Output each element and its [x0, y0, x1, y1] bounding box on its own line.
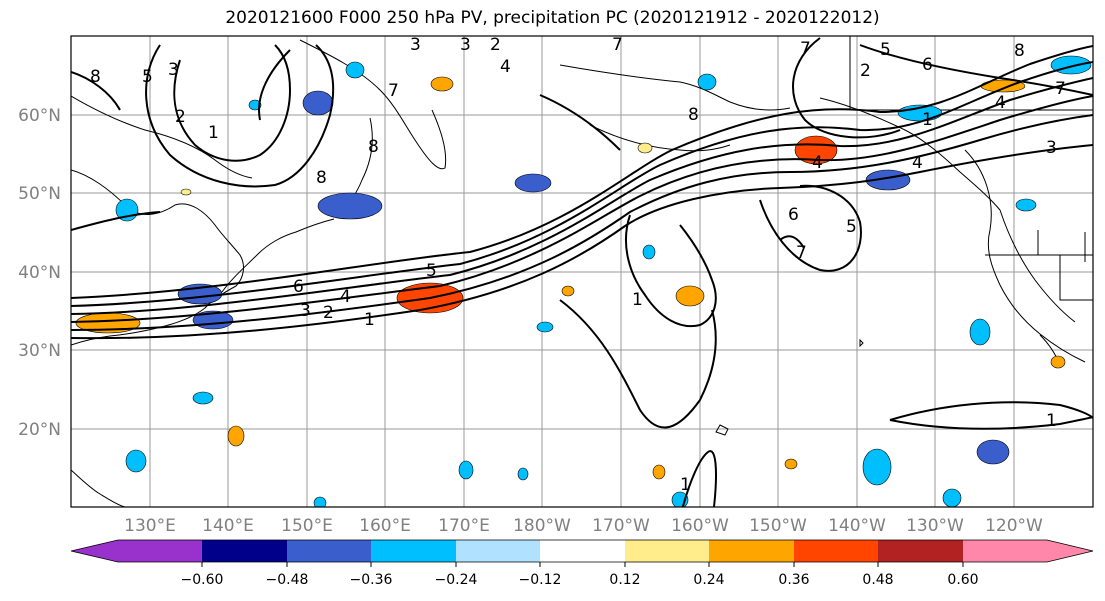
pv-label-3c: 3	[410, 35, 421, 55]
lon-label-130w: 130°W	[906, 516, 964, 536]
pv-label-5d: 5	[880, 40, 891, 60]
pv-label-6c: 6	[922, 55, 933, 75]
lon-label-160e: 160°E	[359, 516, 411, 536]
colorbar-tick-2: −0.48	[266, 572, 309, 588]
colorbar-bin-11	[963, 540, 1047, 562]
map-frame	[70, 35, 1094, 508]
lon-label-170w: 170°W	[592, 516, 650, 536]
pv-label-6: 6	[293, 277, 304, 297]
lon-label-170e: 170°E	[438, 516, 490, 536]
colorbar-bin-3	[287, 540, 371, 562]
pv-label-8d: 8	[688, 105, 699, 125]
pv-label-8c: 8	[368, 137, 379, 157]
colorbar-bin-9	[794, 540, 878, 562]
colorbar-tick-4: −0.24	[435, 572, 478, 588]
pv-label-1: 1	[364, 310, 375, 330]
colorbar-bin-2	[202, 540, 287, 562]
colorbar-bin-10	[878, 540, 963, 562]
graticule	[71, 36, 1093, 507]
lon-label-140w: 140°W	[828, 516, 886, 536]
lat-axis-labels: 20°N 30°N 40°N 50°N 60°N	[18, 106, 61, 440]
lon-label-160w: 160°W	[671, 516, 729, 536]
colorbar-tick-9: 0.48	[862, 572, 893, 588]
colorbar-tick-1: −0.60	[181, 572, 224, 588]
lat-label-20n: 20°N	[18, 420, 61, 440]
lon-label-120w: 120°W	[985, 516, 1043, 536]
colorbar-ticks	[201, 562, 964, 567]
pv-label-1e: 1	[1046, 411, 1057, 431]
colorbar-tick-3: −0.36	[350, 572, 393, 588]
pv-label-6b: 6	[788, 205, 799, 225]
pv-label-7c: 7	[800, 39, 811, 59]
lon-axis-labels: 130°E 140°E 150°E 160°E 170°E 180°W 170°…	[124, 516, 1043, 536]
pv-label-7b: 7	[612, 35, 623, 55]
pv-contour-labels: 1 2 3 4 5 6 7 8 1 2 3 5 8 8 3 3 2 4 7 7	[90, 35, 1066, 495]
colorbar-bin-8	[709, 540, 794, 562]
colorbar: −0.60 −0.48 −0.36 −0.24 −0.12 0.12 0.24 …	[70, 539, 1094, 588]
lat-label-60n: 60°N	[18, 106, 61, 126]
pv-label-3: 3	[300, 301, 311, 321]
lat-label-30n: 30°N	[18, 341, 61, 361]
map-title: 2020121600 F000 250 hPa PV, precipitatio…	[225, 8, 880, 28]
colorbar-tick-5: −0.12	[519, 572, 562, 588]
pv-label-2b: 2	[175, 107, 186, 127]
colorbar-extend-left	[71, 540, 118, 562]
pv-label-4c: 4	[812, 153, 823, 173]
colorbar-bin-1	[118, 540, 202, 562]
lon-label-130e: 130°E	[124, 516, 176, 536]
colorbar-outline	[70, 539, 1094, 563]
pv-label-7e: 7	[1055, 79, 1066, 99]
lon-label-180w: 180°W	[513, 516, 571, 536]
lon-label-150w: 150°W	[749, 516, 807, 536]
lon-label-140e: 140°E	[202, 516, 254, 536]
pv-contours	[71, 37, 1093, 507]
colorbar-bin-4	[371, 540, 456, 562]
colorbar-tick-8: 0.36	[778, 572, 809, 588]
pv-label-5b: 5	[142, 67, 153, 87]
pv-label-1b: 1	[208, 123, 219, 143]
lon-label-150e: 150°E	[281, 516, 333, 536]
lat-label-50n: 50°N	[18, 184, 61, 204]
map-panel: 1 2 3 4 5 6 7 8 1 2 3 5 8 8 3 3 2 4 7 7	[70, 35, 1094, 508]
pv-label-4b: 4	[500, 57, 511, 77]
colorbar-tick-6: 0.12	[609, 572, 640, 588]
pv-label-7: 7	[388, 81, 399, 101]
pv-label-2c: 2	[490, 35, 501, 55]
pv-label-7d: 7	[796, 243, 807, 263]
colorbar-bin-5	[456, 540, 540, 562]
pv-label-4e: 4	[912, 153, 923, 173]
pv-label-1d: 1	[922, 110, 933, 130]
pv-label-3d: 3	[460, 35, 471, 55]
pv-label-8b: 8	[316, 168, 327, 188]
pv-label-1c: 1	[632, 290, 643, 310]
pv-label-1f: 1	[680, 475, 691, 495]
colorbar-tick-10: 0.60	[947, 572, 978, 588]
colorbar-bin-7	[625, 540, 709, 562]
pv-label-8e: 8	[1014, 41, 1025, 61]
lat-label-40n: 40°N	[18, 263, 61, 283]
pv-label-4: 4	[340, 287, 351, 307]
precip-shading	[75, 55, 1092, 507]
pv-label-3b: 3	[168, 60, 179, 80]
colorbar-extend-right	[1047, 540, 1093, 562]
pv-label-3e: 3	[1046, 138, 1057, 158]
colorbar-tick-7: 0.24	[693, 572, 724, 588]
colorbar-bin-6	[540, 540, 625, 562]
pv-label-8: 8	[90, 67, 101, 87]
pv-label-4d: 4	[995, 93, 1006, 113]
pv-label-2d: 2	[860, 61, 871, 81]
pv-label-5: 5	[426, 261, 437, 281]
pv-label-2: 2	[323, 303, 334, 323]
pv-label-5c: 5	[846, 217, 857, 237]
